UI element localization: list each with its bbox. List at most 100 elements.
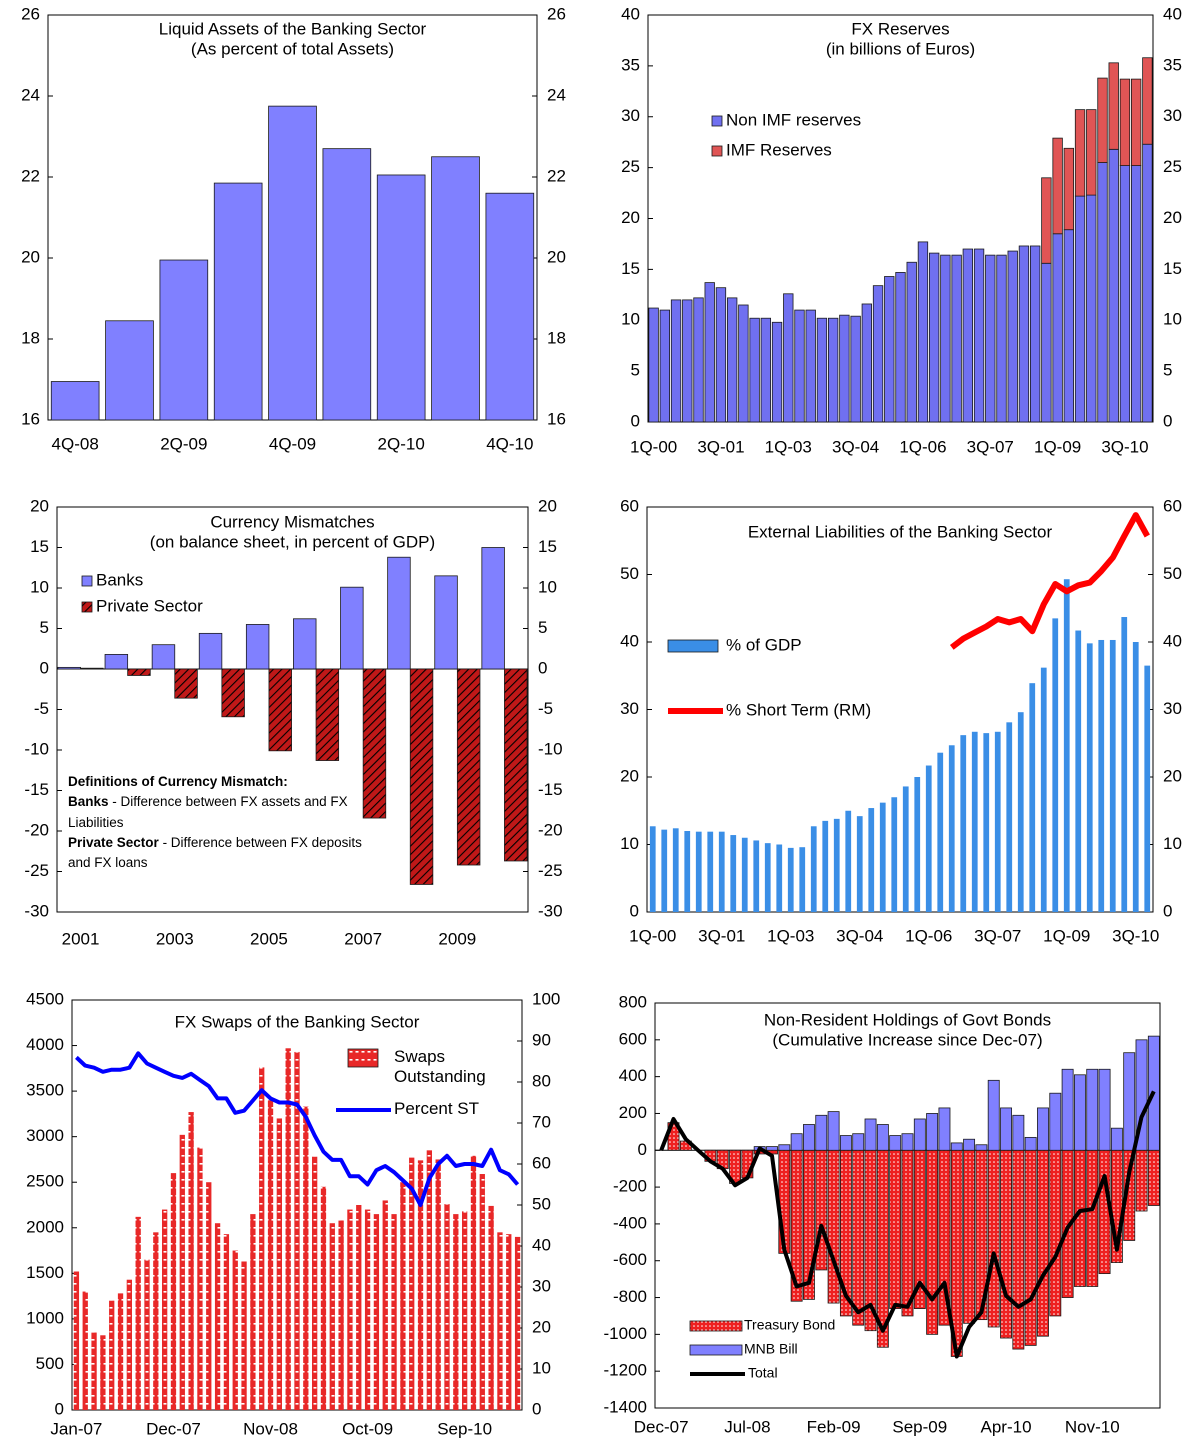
bar xyxy=(387,556,411,670)
bar xyxy=(749,317,760,423)
bar xyxy=(188,1112,194,1410)
bar xyxy=(135,1216,141,1410)
bar xyxy=(925,765,932,912)
y2-tick-label: 15 xyxy=(538,537,557,556)
bar xyxy=(815,1114,828,1151)
y2-tick-label: 50 xyxy=(532,1194,551,1213)
bar xyxy=(268,668,292,752)
y2-tick-label: 40 xyxy=(1163,4,1182,23)
bar xyxy=(431,156,480,421)
y-tick-label: -400 xyxy=(613,1213,647,1232)
y-tick-label: 15 xyxy=(30,537,49,556)
y-tick-label: 800 xyxy=(619,992,647,1011)
y2-tick-label: 70 xyxy=(532,1112,551,1131)
bar xyxy=(462,1211,468,1410)
line-series xyxy=(75,1051,520,1207)
bar xyxy=(1119,78,1131,166)
bar xyxy=(816,317,828,423)
bar xyxy=(417,1160,424,1410)
y2-tick-label: 5 xyxy=(538,618,547,637)
line-series xyxy=(949,512,1150,650)
bar xyxy=(753,840,760,912)
y2-tick-label: 15 xyxy=(1163,259,1182,278)
bar xyxy=(1147,1149,1160,1206)
y2-tick-label: 30 xyxy=(1163,106,1182,125)
bar xyxy=(1130,165,1142,423)
bar xyxy=(845,810,852,912)
legend-label: Non IMF reserves xyxy=(726,110,861,129)
bar xyxy=(1108,62,1119,150)
y-tick-label: 20 xyxy=(21,247,40,266)
x-tick-label: 4Q-08 xyxy=(52,434,99,453)
bar xyxy=(105,320,154,421)
bar xyxy=(293,618,317,670)
y-tick-label: -5 xyxy=(34,699,49,718)
x-tick-label: 1Q-03 xyxy=(767,926,814,945)
bar xyxy=(794,309,805,423)
bar xyxy=(100,1335,106,1410)
bar xyxy=(153,1232,159,1410)
bar xyxy=(347,1209,353,1410)
bar xyxy=(1000,1149,1012,1339)
chart-title: External Liabilities of the Banking Sect… xyxy=(748,522,1053,541)
bar xyxy=(426,1150,432,1410)
bar xyxy=(1049,1092,1062,1151)
bar xyxy=(170,1173,177,1410)
bar xyxy=(338,1220,344,1410)
bar xyxy=(159,259,209,421)
bar xyxy=(695,831,702,912)
bar xyxy=(963,1149,976,1324)
bar xyxy=(162,1209,168,1410)
bar xyxy=(962,248,974,423)
annotation-note: Banks - Difference between FX assets and… xyxy=(68,792,378,833)
legend-label: % of GDP xyxy=(726,635,802,654)
bar xyxy=(971,731,978,912)
bar xyxy=(1018,245,1030,423)
chart-title: FX Reserves xyxy=(851,19,949,38)
bar xyxy=(1097,162,1108,423)
bar xyxy=(803,1124,815,1151)
bar xyxy=(481,547,505,670)
bar xyxy=(891,797,898,912)
bar xyxy=(1108,148,1119,423)
bar xyxy=(648,307,659,423)
bar xyxy=(766,1146,778,1151)
y2-tick-label: 35 xyxy=(1163,55,1182,74)
bar xyxy=(987,1149,1000,1328)
bar xyxy=(206,1182,212,1410)
bar xyxy=(1144,665,1151,912)
y2-tick-label: 0 xyxy=(1163,411,1172,430)
bar xyxy=(983,733,990,912)
bar xyxy=(1142,143,1153,423)
bar xyxy=(470,1155,477,1410)
y-tick-label: -25 xyxy=(24,861,49,880)
bar xyxy=(996,254,1007,423)
line-series xyxy=(659,1090,1156,1359)
bar xyxy=(1012,1114,1025,1151)
bar xyxy=(994,731,1001,912)
bar xyxy=(1130,78,1142,166)
y2-tick-label: -15 xyxy=(538,780,563,799)
bar xyxy=(649,826,656,912)
y-tick-label: 10 xyxy=(620,834,639,853)
x-tick-label: Oct-09 xyxy=(342,1419,393,1438)
y2-tick-label: 16 xyxy=(547,409,566,428)
legend-swatch xyxy=(81,601,93,613)
y-tick-label: 10 xyxy=(621,310,640,329)
bar xyxy=(267,1100,274,1410)
bar xyxy=(985,254,996,423)
bar xyxy=(790,1133,803,1151)
y2-tick-label: 40 xyxy=(532,1235,551,1254)
bar xyxy=(1109,639,1116,912)
x-tick-label: Jul-08 xyxy=(724,1417,770,1436)
bar xyxy=(926,1149,939,1335)
y-tick-label: 2500 xyxy=(26,1172,64,1191)
y-tick-label: 30 xyxy=(620,699,639,718)
bar xyxy=(1037,1107,1049,1151)
bar xyxy=(760,317,772,423)
x-tick-label: 3Q-04 xyxy=(836,926,883,945)
bar xyxy=(950,1142,963,1151)
x-tick-label: 3Q-10 xyxy=(1101,437,1148,456)
bar xyxy=(672,828,679,912)
